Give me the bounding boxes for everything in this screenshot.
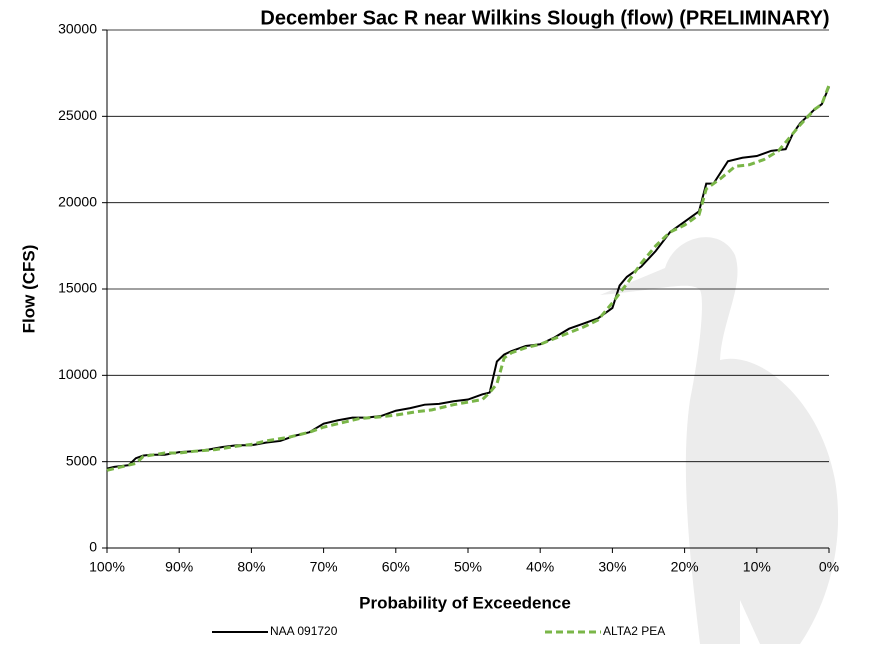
x-tick-label: 0% (819, 559, 839, 575)
x-axis-label: Probability of Exceedence (359, 593, 571, 612)
y-tick-label: 10000 (58, 366, 97, 382)
x-tick-label: 80% (237, 559, 265, 575)
watermark (600, 237, 839, 644)
y-tick-label: 30000 (58, 21, 97, 37)
x-tick-label: 30% (598, 559, 626, 575)
x-tick-label: 20% (671, 559, 699, 575)
x-tick-label: 40% (526, 559, 554, 575)
y-tick-label: 5000 (66, 452, 97, 468)
y-tick-label: 25000 (58, 107, 97, 123)
x-tick-label: 60% (382, 559, 410, 575)
legend-label: NAA 091720 (270, 624, 338, 638)
x-tick-label: 90% (165, 559, 193, 575)
x-tick-label: 10% (743, 559, 771, 575)
x-tick-label: 50% (454, 559, 482, 575)
x-tick-label: 100% (89, 559, 125, 575)
chart-title: December Sac R near Wilkins Slough (flow… (260, 7, 829, 29)
y-tick-label: 20000 (58, 193, 97, 209)
y-axis-label: Flow (CFS) (19, 245, 38, 334)
title-box (226, 5, 862, 32)
y-tick-label: 15000 (58, 280, 97, 296)
series-line (106, 84, 831, 472)
x-tick-label: 70% (310, 559, 338, 575)
y-tick-label: 0 (89, 539, 97, 555)
legend-label: ALTA2 PEA (603, 624, 665, 638)
